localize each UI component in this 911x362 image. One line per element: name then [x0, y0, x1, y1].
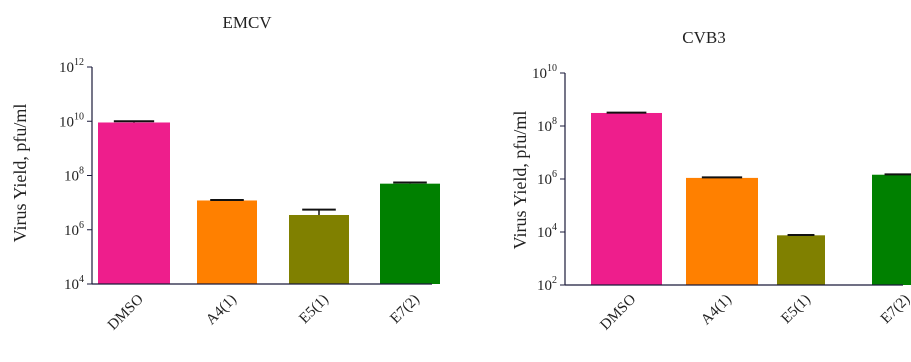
axes: [91, 67, 432, 285]
x-tick-label: E5(1): [778, 292, 813, 327]
bar-e72: [380, 183, 440, 284]
axes: [564, 73, 903, 286]
chart-panel-emcv: EMCV Virus Yield, pfu/ml 104106108101010…: [10, 13, 440, 333]
y-tick-label: 104: [64, 274, 84, 293]
y-tick-label: 104: [537, 222, 557, 241]
x-tick-label: A4(1): [203, 292, 240, 329]
y-axis-ticks: 102 104 106 108 1010: [532, 63, 565, 294]
y-axis-ticks: 104 106 108 1010 1012: [59, 57, 92, 293]
x-tick-label: DMSO: [597, 291, 639, 333]
y-tick-label: 106: [537, 169, 557, 188]
y-axis-label: Virus Yield, pfu/ml: [510, 111, 530, 250]
chart-panel-cvb3: CVB3 Virus Yield, pfu/ml 102 104 106 108 101…: [510, 28, 911, 333]
chart-title: CVB3: [682, 28, 725, 47]
bar-series: [98, 122, 440, 284]
y-tick-label: 1010: [59, 111, 84, 130]
error-bars: [606, 111, 911, 237]
x-tick-label: A4(1): [698, 292, 735, 329]
bar-e72: [872, 174, 911, 285]
x-axis-categories: DMSO A4(1) E5(1) E7(2): [597, 291, 911, 333]
y-tick-label: 106: [64, 220, 84, 239]
bar-series: [591, 112, 911, 285]
y-tick-label: 102: [537, 275, 557, 294]
error-bars: [113, 120, 427, 215]
bar-a41: [686, 177, 758, 285]
y-tick-label: 108: [64, 166, 84, 185]
y-tick-label: 108: [537, 116, 557, 135]
chart-title: EMCV: [222, 13, 272, 32]
bar-dmso: [591, 112, 662, 285]
bar-a41: [197, 200, 257, 284]
x-tick-label: DMSO: [105, 291, 147, 333]
x-tick-label: E5(1): [296, 292, 331, 327]
bar-e51: [289, 214, 349, 284]
bar-e51: [777, 235, 825, 285]
bar-dmso: [98, 122, 170, 284]
x-axis-categories: DMSO A4(1) E5(1) E7(2): [105, 291, 423, 333]
x-tick-label: E7(2): [878, 292, 911, 327]
y-tick-label: 1012: [59, 57, 84, 76]
y-axis-label: Virus Yield, pfu/ml: [10, 104, 30, 243]
y-tick-label: 1010: [532, 63, 557, 82]
x-tick-label: E7(2): [387, 292, 422, 327]
